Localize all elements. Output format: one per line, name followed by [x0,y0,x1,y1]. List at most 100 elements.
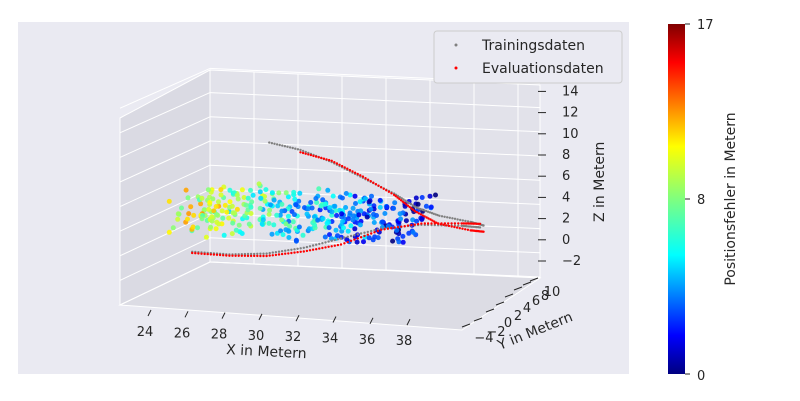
error-point [199,216,205,222]
error-point [175,216,181,222]
series-point [301,149,305,153]
series-point [412,208,415,211]
series-point [457,222,460,225]
grid-line [119,188,211,232]
error-point [361,211,367,217]
series-point [284,249,287,252]
error-point [296,198,302,204]
y-tick-mark [485,308,495,313]
error-point [433,192,438,198]
series-point [262,254,265,258]
series-point [373,229,376,232]
series-point [472,222,475,225]
error-point [322,234,328,240]
error-point [271,197,277,203]
series-point [432,212,435,215]
x-tick-mark [295,314,300,322]
series-point [410,207,413,210]
series-point [280,250,284,253]
series-point [312,154,315,158]
error-point [208,224,214,230]
legend-marker-evaluationsdaten [454,66,458,70]
series-point [277,250,281,253]
series-point [404,199,407,202]
error-point [268,202,273,208]
x-tick-label: 24 [137,325,154,340]
error-point [230,210,236,216]
series-point [453,217,457,220]
z-tick-label: −2 [562,254,581,269]
series-point [287,249,290,252]
error-point [380,219,385,225]
series-point [268,141,271,144]
error-point [366,235,372,241]
series-point [393,226,396,229]
series-point [419,213,422,216]
series-point [464,228,467,231]
series-point [473,222,477,225]
series-point [390,227,393,230]
colorbar-tick-label: 0 [697,369,705,384]
error-point [271,222,277,228]
series-point [311,248,315,251]
z-tick-label: 14 [562,84,579,99]
series-point [387,190,391,193]
series-point [259,252,262,255]
error-point [227,199,233,205]
series-point [364,177,367,180]
series-point [430,222,433,225]
error-point [400,239,406,245]
error-point [300,232,306,238]
series-point [372,181,375,184]
series-point [324,246,327,249]
series-point [294,147,297,150]
error-point [218,187,224,193]
series-point [403,225,406,228]
series-point [302,246,305,249]
error-point [216,199,221,205]
series-point [200,252,203,255]
error-point [279,217,285,223]
error-point [277,212,283,218]
series-point [396,226,400,229]
series-point [315,248,318,251]
series-point [339,243,343,246]
error-point [394,227,400,233]
series-point [302,250,305,253]
series-point [447,224,451,228]
series-point [382,187,385,190]
series-point [401,200,404,203]
series-point [377,184,380,187]
error-point [229,203,235,209]
error-point [313,196,319,201]
series-point [215,253,219,256]
grid-line [119,140,211,183]
series-point [277,253,281,256]
error-point [280,232,286,238]
series-point [429,218,432,221]
series-point [460,222,463,225]
series-point [443,222,447,225]
series-point [304,152,307,155]
error-point [287,223,293,229]
series-point [433,222,436,225]
series-point [468,222,472,225]
series-point [359,174,362,177]
series-point [445,224,448,227]
series-point [426,210,430,213]
error-point [318,203,324,209]
grid-line [119,237,211,281]
series-point [423,209,426,212]
series-point [296,148,300,151]
grid-line [119,92,211,134]
series-point [440,222,443,225]
series-point [346,240,349,244]
z-tick-label: 6 [562,169,570,184]
series-point [456,218,459,221]
error-point [243,202,249,208]
series-point [330,245,333,248]
grid-line [209,140,541,157]
error-point [293,237,299,243]
series-point [308,249,312,252]
